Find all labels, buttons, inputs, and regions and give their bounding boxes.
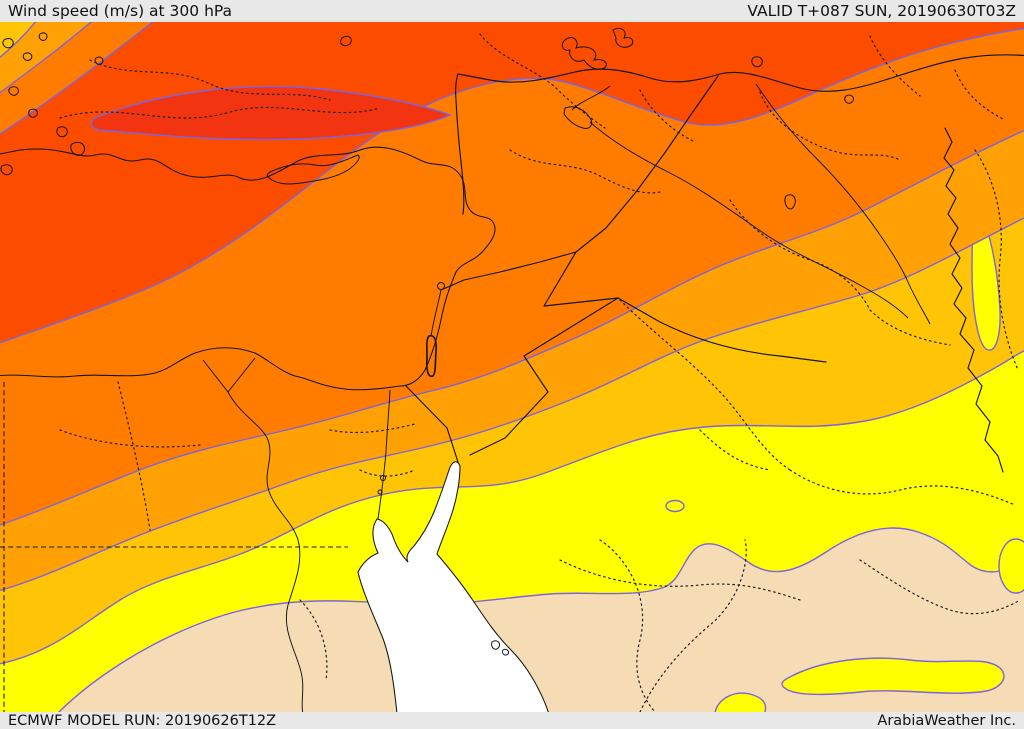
syria-jordan-border xyxy=(440,251,577,291)
header-bar: Wind speed (m/s) at 300 hPa VALID T+087 … xyxy=(0,0,1024,22)
coastlines xyxy=(0,32,496,391)
rivers xyxy=(202,83,931,712)
map-title: Wind speed (m/s) at 300 hPa xyxy=(8,2,233,20)
jordan-iraq-saudi-borders xyxy=(469,251,619,456)
wind-speed-map-canvas xyxy=(0,22,1024,712)
turkish-lakes xyxy=(561,37,607,70)
weather-map xyxy=(0,22,1024,712)
tigris-river xyxy=(755,83,931,325)
dead-sea xyxy=(425,334,438,378)
syria-iraq-border xyxy=(575,75,719,253)
country-borders xyxy=(405,54,1024,473)
wind-speed-bands xyxy=(0,22,1024,712)
euphrates-river xyxy=(571,85,909,319)
nile-river xyxy=(202,357,304,712)
aegean-islands xyxy=(0,32,104,176)
lake-tharthar xyxy=(784,194,796,210)
red-sea xyxy=(357,461,549,712)
tiran-islands xyxy=(491,640,509,656)
model-run-label: ECMWF MODEL RUN: 20190626T12Z xyxy=(8,712,277,729)
mediterranean-coast xyxy=(0,146,496,391)
israel-egypt-border xyxy=(405,385,459,463)
turkey-syria-iraq-border xyxy=(455,54,1024,215)
iran-iraq-border xyxy=(943,127,1004,473)
valid-time-label: VALID T+087 SUN, 20190630T03Z xyxy=(747,2,1016,20)
suez-canal xyxy=(377,389,391,520)
admin-boundaries-dotted xyxy=(0,33,1021,712)
iraq-saudi-border xyxy=(617,297,827,363)
jordan-river xyxy=(430,289,442,337)
cyprus xyxy=(266,154,360,185)
footer-bar: ECMWF MODEL RUN: 20190626T12Z ArabiaWeat… xyxy=(0,712,1024,729)
branding-label: ArabiaWeather Inc. xyxy=(877,712,1016,729)
